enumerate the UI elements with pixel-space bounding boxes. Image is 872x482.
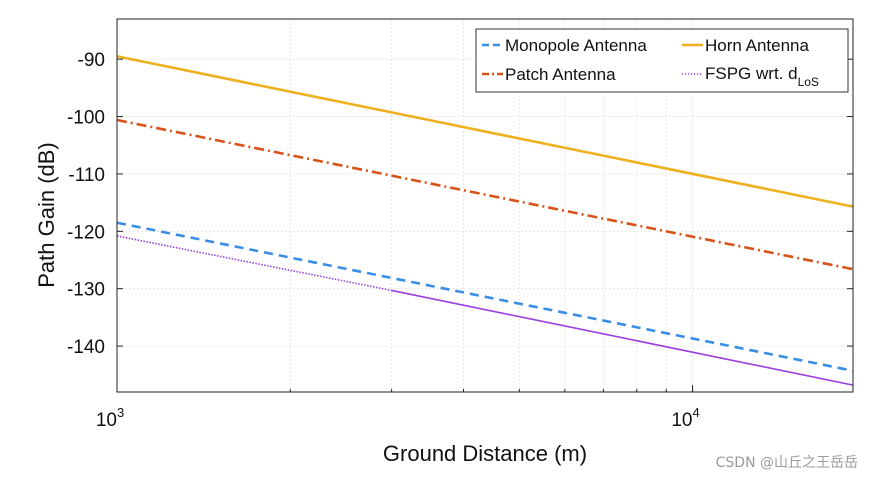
legend-label-monopole: Monopole Antenna (505, 36, 647, 55)
x-tick-base: 10 (671, 410, 692, 431)
x-tick-label: 103 (96, 405, 124, 431)
legend-label-fspg-subscript: LoS (798, 75, 819, 89)
y-tick-label: -130 (67, 280, 105, 301)
y-axis-label: Path Gain (dB) (34, 142, 59, 288)
y-tick-label: -90 (78, 50, 105, 71)
y-tick-label: -110 (68, 165, 105, 186)
x-tick-exponent: 4 (693, 405, 700, 420)
y-tick-label: -100 (67, 108, 105, 129)
series-line-horn-antenna (116, 55, 854, 208)
legend-label-patch: Patch Antenna (505, 65, 616, 84)
series-line-fspg-solid (391, 289, 854, 386)
legend-label-fspg: FSPG wrt. dLoS (705, 64, 819, 89)
y-tick-label: -120 (67, 222, 105, 243)
series-line-patch-antenna (116, 118, 854, 271)
series-line-fspg-dotted (116, 235, 392, 292)
legend-box (475, 28, 849, 93)
legend-label-fspg-main: FSPG wrt. d (705, 64, 798, 83)
series-layer (116, 55, 854, 386)
x-tick-exponent: 3 (117, 405, 124, 420)
series-line-monopole-antenna (116, 221, 854, 373)
x-tick-label: 104 (671, 405, 699, 431)
x-tick-base: 10 (96, 410, 117, 431)
x-axis-label: Ground Distance (m) (383, 441, 587, 466)
legend-label-horn: Horn Antenna (705, 36, 810, 55)
y-tick-label: -140 (67, 337, 105, 358)
legend: Monopole Antenna Horn Antenna Patch Ante… (475, 28, 849, 93)
watermark: CSDN @山丘之王岳岳 (715, 455, 858, 471)
plot-frame (116, 18, 854, 393)
